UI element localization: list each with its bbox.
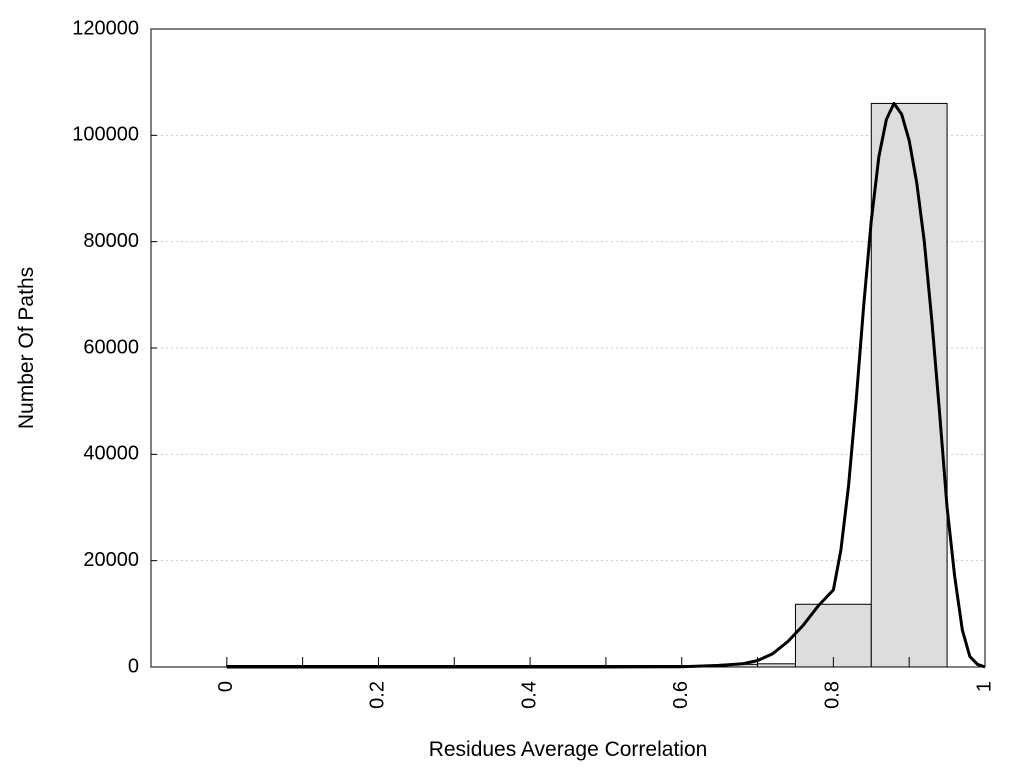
y-tick-label: 0 [128, 655, 139, 677]
x-axis-ticks: 0 0.2 0.4 0.6 0.8 1 [215, 657, 995, 709]
y-tick-label: 20000 [83, 549, 139, 571]
grid-layer [151, 134, 985, 562]
x-tick-label: 0 [215, 681, 237, 692]
histogram-bar [794, 603, 872, 668]
y-tick-label: 60000 [83, 336, 139, 358]
y-tick-label: 100000 [72, 124, 139, 146]
x-tick-label: 0.8 [822, 681, 844, 709]
y-tick-label: 120000 [72, 17, 139, 39]
x-tick-label: 0.6 [670, 681, 692, 709]
x-tick-label: 0.2 [367, 681, 389, 709]
x-axis-label: Residues Average Correlation [429, 738, 708, 761]
x-tick-label: 1 [973, 681, 995, 692]
histogram-bar [870, 102, 948, 668]
x-tick-label: 0.4 [518, 681, 540, 709]
y-axis-ticks: 0 20000 40000 60000 80000 100000 120000 [72, 17, 157, 677]
y-tick-label: 80000 [83, 230, 139, 252]
y-tick-label: 40000 [83, 443, 139, 465]
bars-layer [226, 102, 948, 668]
y-axis-label: Number Of Paths [15, 267, 38, 429]
